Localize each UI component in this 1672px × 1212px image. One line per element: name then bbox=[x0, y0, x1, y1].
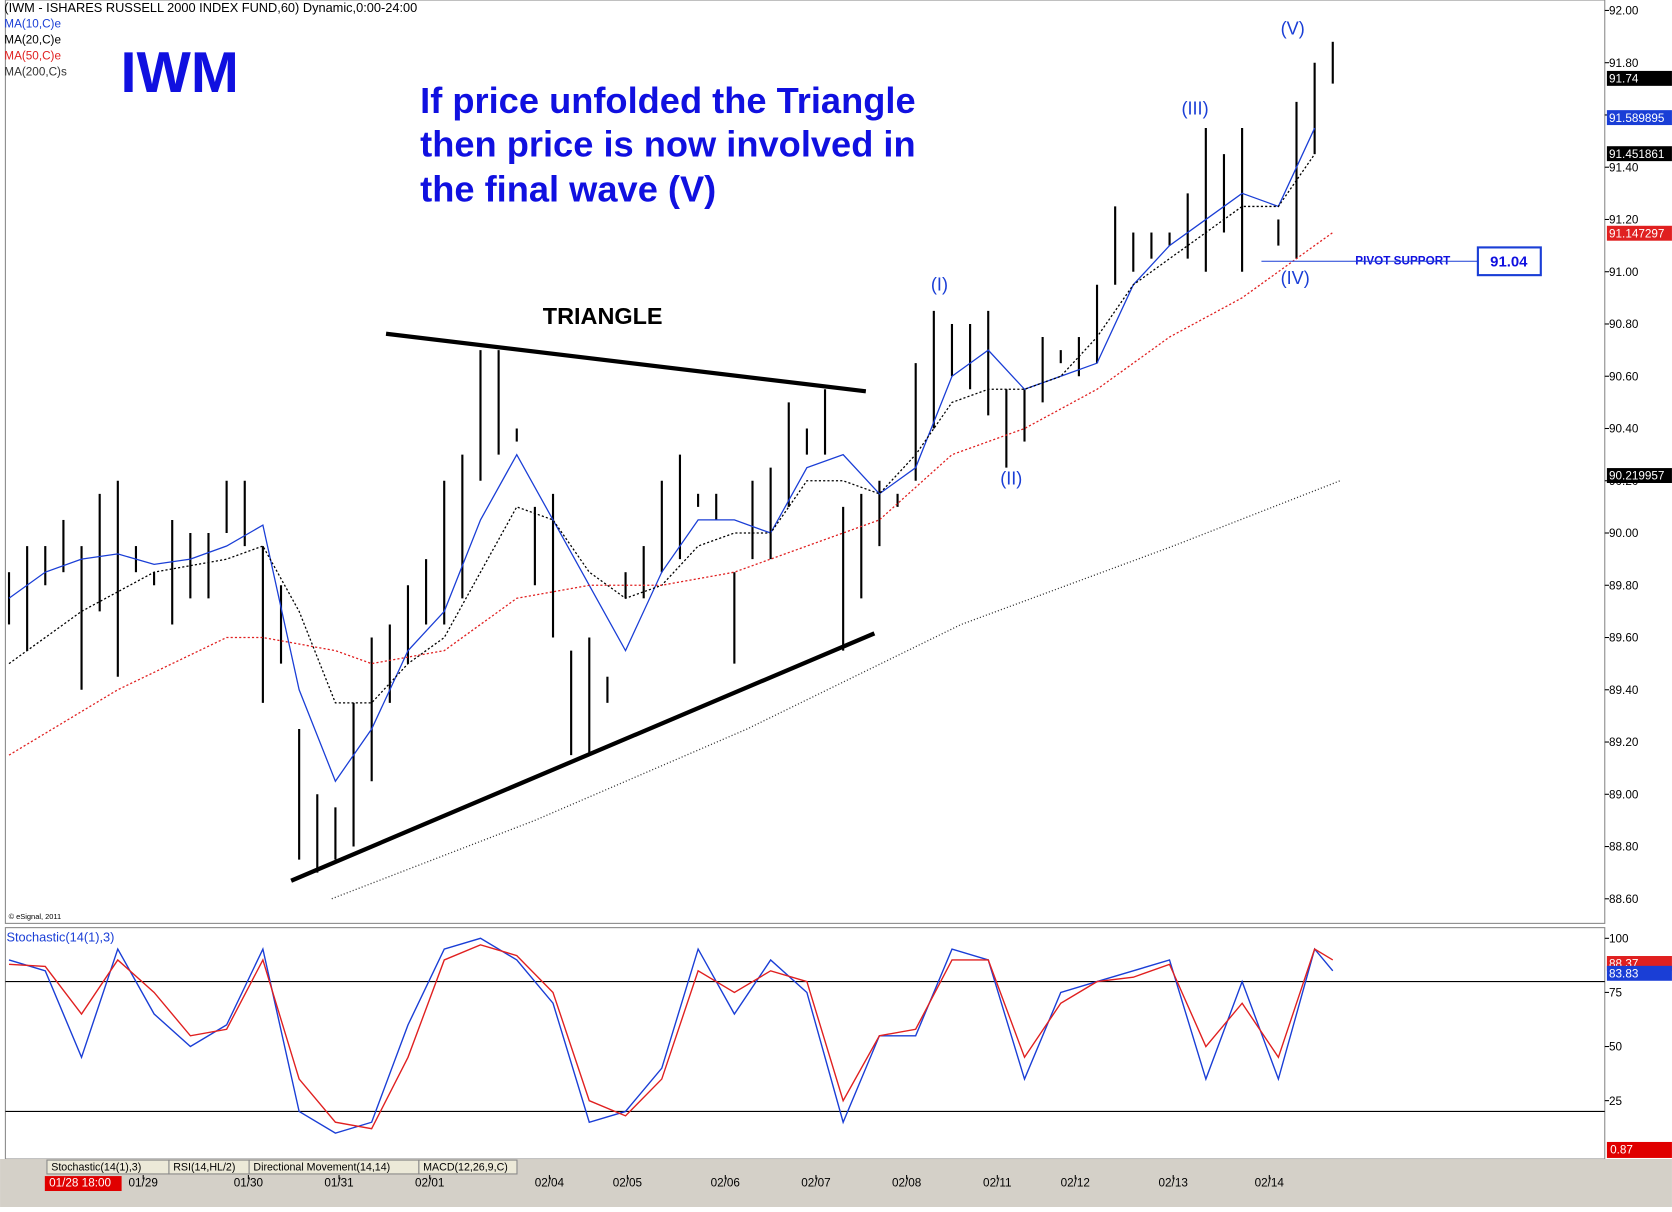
y-tick-label: 90.80 bbox=[1609, 318, 1639, 331]
y-tick-label: 89.00 bbox=[1609, 788, 1639, 801]
last-value: 91.589895 bbox=[1609, 112, 1665, 125]
tab[interactable] bbox=[418, 1159, 518, 1175]
hist-value: 0.87 bbox=[1610, 1144, 1633, 1157]
last-value: 91.147297 bbox=[1609, 227, 1664, 240]
y-tick-label: 90.40 bbox=[1609, 423, 1639, 436]
y-tick-label: 89.60 bbox=[1609, 632, 1639, 645]
wave-label: (III) bbox=[1181, 99, 1208, 119]
x-tick-label: 02/04 bbox=[535, 1177, 565, 1190]
tab-label[interactable]: Stochastic(14(1),3) bbox=[51, 1161, 141, 1173]
wave-label: (I) bbox=[931, 275, 948, 295]
stoch-line bbox=[8, 944, 1334, 1130]
y-tick-label: 90.00 bbox=[1609, 527, 1639, 540]
x-tick-label: 02/11 bbox=[983, 1177, 1011, 1190]
tab-label[interactable]: MACD(12,26,9,C) bbox=[423, 1161, 508, 1173]
last-value-box bbox=[1606, 468, 1672, 484]
y-tick-label: 91.20 bbox=[1609, 214, 1639, 227]
wave-label: (V) bbox=[1281, 19, 1305, 39]
annotation: If price unfolded the Triangle bbox=[420, 80, 915, 121]
x-tick-label: 01/30 bbox=[234, 1177, 264, 1190]
x-tick-label: 01/29 bbox=[129, 1177, 158, 1190]
annotation: then price is now involved in bbox=[420, 124, 916, 165]
x-tick-label: 02/13 bbox=[1159, 1177, 1188, 1190]
moving-average bbox=[8, 232, 1334, 756]
wave-label: (II) bbox=[1000, 469, 1022, 489]
y-tick-label: 100 bbox=[1609, 932, 1629, 945]
triangle-upper bbox=[385, 331, 867, 394]
moving-average bbox=[8, 153, 1316, 704]
tab-label[interactable]: RSI(14,HL/2) bbox=[173, 1161, 235, 1173]
moving-average bbox=[8, 127, 1316, 783]
y-tick-label: 25 bbox=[1609, 1095, 1623, 1108]
y-tick-label: 91.00 bbox=[1609, 266, 1639, 279]
triangle-lower bbox=[290, 631, 876, 883]
x-tick-label: 02/08 bbox=[892, 1177, 922, 1190]
y-tick-label: 91.80 bbox=[1609, 57, 1639, 70]
last-value: 83.83 bbox=[1609, 967, 1638, 980]
y-tick-label: 89.20 bbox=[1609, 736, 1639, 749]
x-tick-label: 02/12 bbox=[1061, 1177, 1090, 1190]
y-tick-label: 90.60 bbox=[1609, 370, 1639, 383]
y-tick-label: 88.80 bbox=[1609, 841, 1639, 854]
pivot-box bbox=[1476, 246, 1542, 277]
last-value: 91.451861 bbox=[1609, 148, 1664, 161]
y-tick-label: 75 bbox=[1609, 987, 1623, 1000]
cursor-box bbox=[44, 1176, 122, 1192]
x-tick-label: 02/06 bbox=[711, 1177, 740, 1190]
last-value-box bbox=[1606, 146, 1672, 162]
pivot-value: 91.04 bbox=[1490, 253, 1528, 270]
last-value-box bbox=[1606, 70, 1672, 86]
copyright: © eSignal, 2011 bbox=[9, 912, 62, 921]
y-tick-label: 92.00 bbox=[1609, 5, 1639, 18]
last-value-box bbox=[1606, 225, 1672, 241]
x-tick-label: 01/31 bbox=[324, 1177, 353, 1190]
wave-label: (IV) bbox=[1281, 268, 1310, 288]
y-tick-label: 89.80 bbox=[1609, 579, 1639, 592]
legend-label: MA(10,C)e bbox=[4, 18, 61, 31]
symbol: IWM bbox=[121, 41, 239, 105]
hist-box bbox=[1606, 1141, 1672, 1158]
legend-label: MA(20,C)e bbox=[4, 34, 61, 47]
stoch-line bbox=[8, 937, 1334, 1134]
y-tick-label: 89.40 bbox=[1609, 684, 1639, 697]
legend-label: MA(200,C)s bbox=[4, 66, 67, 79]
last-value: 91.74 bbox=[1609, 73, 1639, 86]
indicator-title: Stochastic(14(1),3) bbox=[6, 930, 114, 945]
x-tick-label: 02/14 bbox=[1255, 1177, 1285, 1190]
cursor-label: 01/28 18:00 bbox=[49, 1177, 111, 1190]
y-tick-label: 88.60 bbox=[1609, 893, 1639, 906]
annotation: the final wave (V) bbox=[420, 169, 716, 210]
tab-label[interactable]: Directional Movement(14,14) bbox=[253, 1161, 390, 1173]
x-tick-label: 02/07 bbox=[801, 1177, 830, 1190]
price-panel bbox=[4, 0, 1606, 924]
last-value: 90.219957 bbox=[1609, 470, 1664, 483]
y-tick-label: 91.40 bbox=[1609, 161, 1639, 174]
x-tick-label: 02/01 bbox=[415, 1177, 444, 1190]
x-tick-label: 02/05 bbox=[613, 1177, 643, 1190]
last-value-box bbox=[1606, 110, 1672, 126]
last-value-box bbox=[1606, 965, 1672, 981]
legend-label: MA(50,C)e bbox=[4, 50, 61, 63]
pattern-label: TRIANGLE bbox=[543, 303, 663, 329]
y-tick-label: 50 bbox=[1609, 1041, 1623, 1054]
header: (IWM - ISHARES RUSSELL 2000 INDEX FUND,6… bbox=[4, 0, 417, 15]
